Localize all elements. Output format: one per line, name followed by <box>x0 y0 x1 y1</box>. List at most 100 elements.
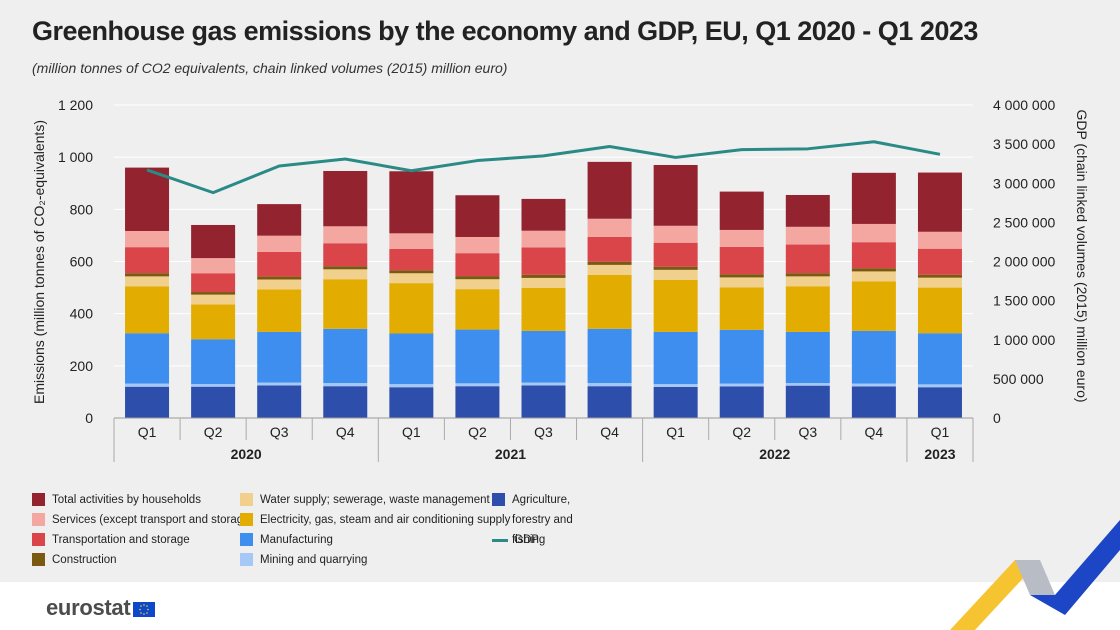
bar-segment-services <box>521 230 566 248</box>
bar-segment-agriculture <box>257 385 302 418</box>
legend-item-water: Water supply; sewerage, waste management <box>240 490 490 510</box>
bar-segment-transport <box>521 247 566 275</box>
eurostat-logo: eurostat <box>46 595 156 621</box>
bar-segment-agriculture <box>917 387 962 418</box>
chart-canvas: 0 200 400 600 800 1 000 1 200 0 500 000 1 000 000… <box>31 97 1090 462</box>
legend-label: Services (except transport and storage) <box>52 514 254 526</box>
bar-segment-electricity <box>719 287 764 330</box>
bar-segment-transport <box>389 248 434 271</box>
legend-swatch <box>492 493 505 506</box>
bar-segment-construction <box>587 261 632 265</box>
bar-segment-construction <box>917 274 962 278</box>
bar-segment-services <box>851 223 896 243</box>
bar-segment-water <box>587 264 632 275</box>
bar-segment-services <box>323 226 368 244</box>
legend-label: Construction <box>52 554 117 566</box>
bar-segment-transport <box>653 242 698 267</box>
bar-segment-electricity <box>785 286 830 332</box>
bar-segment-electricity <box>521 287 566 331</box>
x-tick-label: Q1 <box>138 424 157 440</box>
bar-segment-mining <box>455 383 500 387</box>
bar-segment-construction <box>389 270 434 274</box>
y-right-tick-label: 0 <box>993 410 1001 426</box>
legend-label: GDP <box>514 534 539 546</box>
bar-segment-water <box>653 269 698 280</box>
bar-segment-transport <box>587 236 632 262</box>
bar-segment-manufacturing <box>851 330 896 384</box>
bar-segment-agriculture <box>389 387 434 418</box>
chart-subtitle: (million tonnes of CO2 equivalents, chai… <box>32 60 508 76</box>
bar-segment-electricity <box>851 281 896 331</box>
bar-segment-agriculture <box>125 386 170 418</box>
bar-segment-transport <box>257 251 302 277</box>
bar-segment-manufacturing <box>653 331 698 385</box>
y-tick-label: 600 <box>70 254 94 270</box>
legend-swatch <box>240 553 253 566</box>
bar-segment-agriculture <box>785 385 830 418</box>
bar-segment-services <box>389 233 434 249</box>
legend-label: Agriculture, forestry and fishing <box>512 494 573 546</box>
y-right-tick-label: 3 500 000 <box>993 136 1055 152</box>
x-tick-label: Q4 <box>865 424 884 440</box>
bar-segment-services <box>125 230 170 248</box>
y-right-tick-label: 2 500 000 <box>993 214 1055 230</box>
bar-segment-transport <box>851 242 896 269</box>
legend-swatch <box>32 553 45 566</box>
bar-segment-manufacturing <box>191 339 236 385</box>
bar-segment-water <box>917 277 962 288</box>
bar-segment-construction <box>455 276 500 280</box>
eu-flag-icon <box>133 601 156 617</box>
legend-swatch <box>240 513 253 526</box>
bar-segment-construction <box>257 276 302 280</box>
bar-segment-agriculture <box>653 386 698 418</box>
legend-swatch <box>492 539 508 542</box>
chart-title: Greenhouse gas emissions by the economy … <box>32 16 978 46</box>
bar-segment-electricity <box>323 279 368 329</box>
legend-swatch <box>32 513 45 526</box>
y-right-tick-label: 2 000 000 <box>993 254 1055 270</box>
bar-segment-transport <box>455 253 500 277</box>
bar-segment-manufacturing <box>719 329 764 384</box>
bar-segment-construction <box>719 274 764 278</box>
bar-segment-water <box>323 269 368 280</box>
bar-segment-water <box>521 277 566 288</box>
bar-segment-construction <box>323 266 368 270</box>
bar-segment-electricity <box>191 304 236 340</box>
legend-item-construction: Construction <box>32 550 117 570</box>
y-tick-label: 400 <box>70 306 94 322</box>
legend-label: Manufacturing <box>260 534 333 546</box>
bar-segment-water <box>455 279 500 290</box>
bar-segment-mining <box>719 383 764 387</box>
bar-segment-manufacturing <box>521 330 566 383</box>
bar-segment-mining <box>191 384 236 387</box>
y-right-tick-label: 1 500 000 <box>993 293 1055 309</box>
bar-segment-services <box>587 218 632 237</box>
bar-segment-construction <box>653 266 698 270</box>
bar-segment-agriculture <box>719 386 764 418</box>
bar-segment-mining <box>587 383 632 387</box>
bar-segment-households <box>455 195 500 237</box>
y-tick-label: 200 <box>70 358 94 374</box>
bar-segment-transport <box>323 243 368 267</box>
bar-segment-services <box>719 229 764 247</box>
bar-segment-water <box>257 279 302 290</box>
bar-segment-mining <box>125 383 170 387</box>
legend-item-mining: Mining and quarrying <box>240 550 367 570</box>
bar-segment-manufacturing <box>455 329 500 384</box>
bar-segment-construction <box>125 273 170 277</box>
legend-item-electricity: Electricity, gas, steam and air conditio… <box>240 510 510 530</box>
bar-segment-water <box>719 277 764 288</box>
bar-segment-mining <box>917 384 962 388</box>
legend-item-transport: Transportation and storage <box>32 530 190 550</box>
bar-segment-services <box>455 236 500 254</box>
bar-segment-electricity <box>587 274 632 329</box>
legend-item-gdp: GDP <box>492 530 539 550</box>
x-tick-label: Q1 <box>402 424 421 440</box>
y-right-tick-label: 1 000 000 <box>993 332 1055 348</box>
legend-item-agriculture: Agriculture, forestry and fishing <box>492 490 602 550</box>
bar-segment-agriculture <box>521 385 566 418</box>
bar-segment-electricity <box>257 289 302 332</box>
y-right-tick-label: 500 000 <box>993 371 1044 387</box>
logo-text: eurostat <box>46 595 131 620</box>
bar-segment-agriculture <box>323 386 368 418</box>
